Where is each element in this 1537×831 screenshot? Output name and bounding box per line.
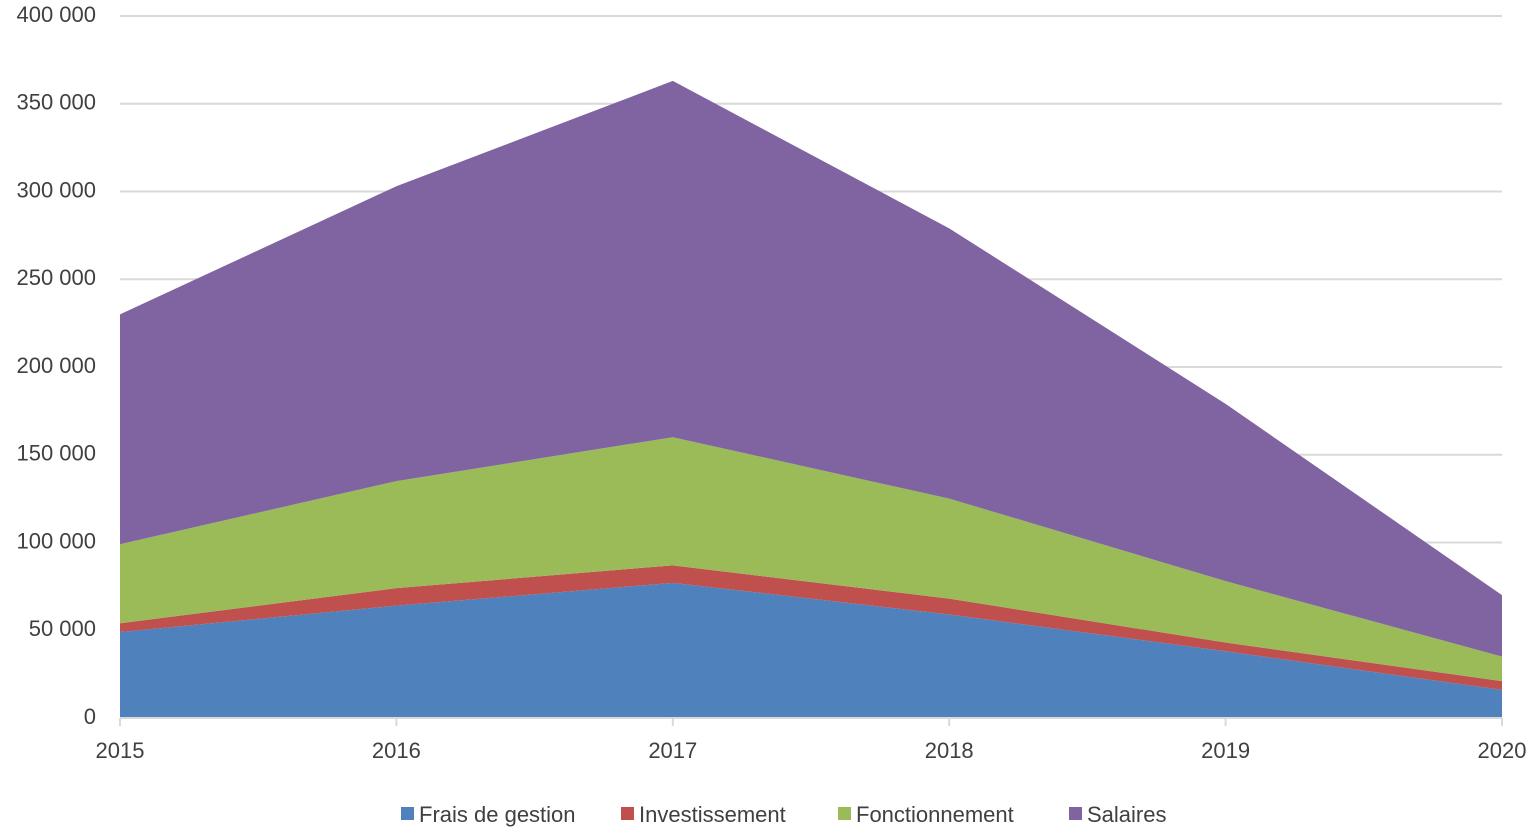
legend-label: Frais de gestion bbox=[419, 802, 576, 827]
y-tick-label: 250 000 bbox=[16, 265, 96, 290]
x-tick-label: 2019 bbox=[1201, 738, 1250, 763]
y-tick-label: 300 000 bbox=[16, 177, 96, 202]
area bbox=[120, 80, 1502, 657]
legend-swatch bbox=[401, 807, 414, 820]
x-tick-label: 2018 bbox=[925, 738, 974, 763]
x-tick-label: 2015 bbox=[96, 738, 145, 763]
y-tick-label: 150 000 bbox=[16, 441, 96, 466]
y-tick-label: 50 000 bbox=[29, 616, 96, 641]
legend-label: Salaires bbox=[1087, 802, 1166, 827]
x-tick-label: 2020 bbox=[1478, 738, 1527, 763]
y-tick-label: 200 000 bbox=[16, 353, 96, 378]
x-tick-label: 2017 bbox=[648, 738, 697, 763]
legend-swatch bbox=[838, 807, 851, 820]
legend-label: Investissement bbox=[639, 802, 786, 827]
x-tick-label: 2016 bbox=[372, 738, 421, 763]
area bbox=[120, 582, 1502, 718]
y-tick-label: 100 000 bbox=[16, 528, 96, 553]
y-tick-label: 0 bbox=[84, 704, 96, 729]
y-tick-label: 350 000 bbox=[16, 90, 96, 115]
area bbox=[120, 565, 1502, 690]
area bbox=[120, 437, 1502, 682]
legend-swatch bbox=[621, 807, 634, 820]
legend-label: Fonctionnement bbox=[856, 802, 1014, 827]
y-tick-label: 400 000 bbox=[16, 2, 96, 27]
legend-swatch bbox=[1069, 807, 1082, 820]
